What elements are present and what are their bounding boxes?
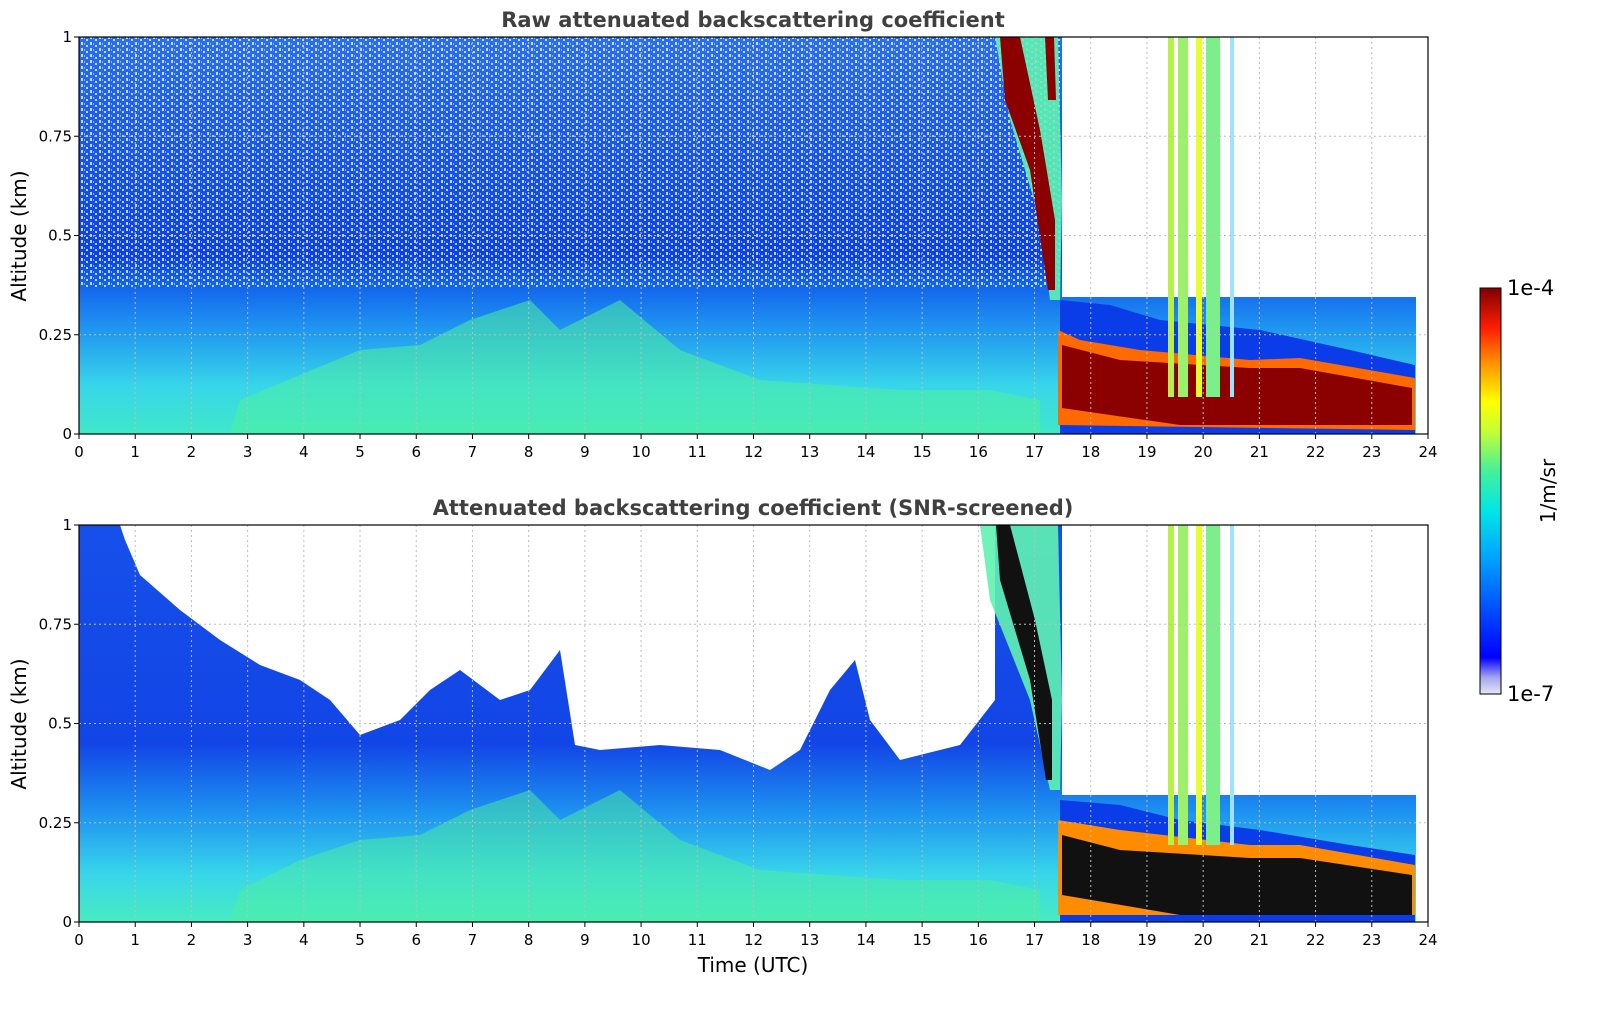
x-tick-label: 17: [1025, 443, 1044, 461]
y-tick-label: 0.25: [39, 326, 72, 344]
x-tick-label: 3: [243, 443, 253, 461]
colorbar: 1e-4 1e-7 1/m/sr: [1479, 276, 1560, 706]
x-tick-label: 24: [1418, 931, 1437, 949]
panel-raw-xticks: 0 1 2 3 4 5 6 7 8 9 10 11 12 13 14 15 16 17 18 19 20 21 22 23 24: [74, 434, 1438, 461]
panel-screened-grid: [79, 525, 1428, 922]
x-tick-label: 20: [1194, 443, 1213, 461]
y-tick-label: 0.5: [48, 227, 72, 245]
x-tick-label: 18: [1081, 443, 1100, 461]
x-tick-label: 8: [524, 443, 534, 461]
x-tick-label: 23: [1362, 931, 1381, 949]
x-tick-label: 16: [969, 931, 988, 949]
x-tick-label: 8: [524, 931, 534, 949]
colorbar-max-label: 1e-4: [1507, 276, 1554, 300]
y-tick-label: 0: [62, 913, 72, 931]
panel-screened-title: Attenuated backscattering coefficient (S…: [433, 496, 1074, 520]
x-tick-label: 5: [355, 443, 365, 461]
y-tick-label: 0.75: [39, 615, 72, 633]
x-tick-label: 0: [74, 443, 84, 461]
x-tick-label: 22: [1306, 443, 1325, 461]
panel-screened-xlabel: Time (UTC): [697, 953, 809, 977]
x-tick-label: 9: [580, 443, 590, 461]
x-tick-label: 0: [74, 931, 84, 949]
panel-raw-yticks: 0 0.25 0.5 0.75 1: [39, 28, 79, 443]
y-tick-label: 1: [62, 516, 72, 534]
x-tick-label: 3: [243, 931, 253, 949]
x-tick-label: 15: [913, 443, 932, 461]
y-tick-label: 0.5: [48, 715, 72, 733]
x-tick-label: 12: [744, 443, 763, 461]
x-tick-label: 4: [299, 931, 309, 949]
x-tick-label: 7: [468, 443, 478, 461]
x-tick-label: 6: [411, 443, 421, 461]
x-tick-label: 10: [632, 931, 651, 949]
x-tick-label: 9: [580, 931, 590, 949]
x-tick-label: 10: [632, 443, 651, 461]
x-tick-label: 16: [969, 443, 988, 461]
panel-screened-ylabel: Altitude (km): [7, 658, 31, 789]
panel-screened: Attenuated backscattering coefficient (S…: [7, 496, 1438, 977]
x-tick-label: 18: [1081, 931, 1100, 949]
x-tick-label: 19: [1137, 443, 1156, 461]
x-tick-label: 12: [744, 931, 763, 949]
x-tick-label: 21: [1250, 931, 1269, 949]
x-tick-label: 19: [1137, 931, 1156, 949]
colorbar-unit-label: 1/m/sr: [1536, 458, 1560, 523]
x-tick-label: 4: [299, 443, 309, 461]
x-tick-label: 15: [913, 931, 932, 949]
x-tick-label: 2: [187, 443, 197, 461]
x-tick-label: 14: [856, 443, 875, 461]
x-tick-label: 2: [187, 931, 197, 949]
x-tick-label: 7: [468, 931, 478, 949]
x-tick-label: 21: [1250, 443, 1269, 461]
panel-raw-ylabel: Altitude (km): [7, 170, 31, 301]
x-tick-label: 13: [800, 931, 819, 949]
x-tick-label: 6: [411, 931, 421, 949]
colorbar-min-label: 1e-7: [1507, 682, 1554, 706]
x-tick-label: 14: [856, 931, 875, 949]
x-tick-label: 22: [1306, 931, 1325, 949]
y-tick-label: 0: [62, 425, 72, 443]
x-tick-label: 11: [688, 931, 707, 949]
colorbar-gradient: [1479, 287, 1502, 695]
y-tick-label: 0.25: [39, 814, 72, 832]
panel-screened-yticks: 0 0.25 0.5 0.75 1: [39, 516, 79, 931]
x-tick-label: 5: [355, 931, 365, 949]
x-tick-label: 23: [1362, 443, 1381, 461]
panel-raw: Raw attenuated backscattering coefficien…: [7, 8, 1438, 461]
y-tick-label: 1: [62, 28, 72, 46]
y-tick-label: 0.75: [39, 127, 72, 145]
panel-screened-xticks: 0 1 2 3 4 5 6 7 8 9 10 11 12 13 14 15 16 17 18 19 20 21 22 23 24: [74, 922, 1438, 949]
x-tick-label: 1: [130, 443, 140, 461]
x-tick-label: 24: [1418, 443, 1437, 461]
x-tick-label: 13: [800, 443, 819, 461]
x-tick-label: 20: [1194, 931, 1213, 949]
x-tick-label: 1: [130, 931, 140, 949]
panel-raw-title: Raw attenuated backscattering coefficien…: [501, 8, 1005, 32]
panel-raw-grid: [79, 37, 1428, 434]
x-tick-label: 11: [688, 443, 707, 461]
x-tick-label: 17: [1025, 931, 1044, 949]
